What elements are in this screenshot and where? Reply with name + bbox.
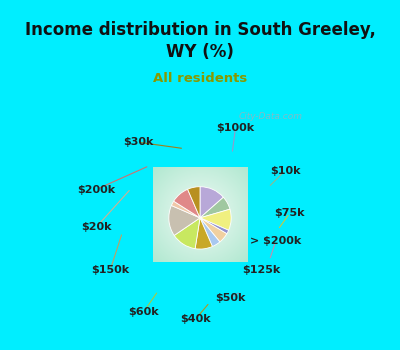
Text: $200k: $200k <box>77 184 115 195</box>
Wedge shape <box>200 218 227 242</box>
Text: City-Data.com: City-Data.com <box>239 112 303 121</box>
Text: $10k: $10k <box>270 166 300 176</box>
Text: $100k: $100k <box>216 123 254 133</box>
Wedge shape <box>200 187 223 218</box>
Text: > $200k: > $200k <box>250 237 301 246</box>
Wedge shape <box>174 189 200 218</box>
Text: All residents: All residents <box>153 72 247 85</box>
Text: Income distribution in South Greeley,
WY (%): Income distribution in South Greeley, WY… <box>24 21 376 61</box>
Wedge shape <box>200 209 231 230</box>
Wedge shape <box>188 187 200 218</box>
Text: $30k: $30k <box>123 137 154 147</box>
Text: $75k: $75k <box>274 208 305 218</box>
Wedge shape <box>171 201 200 218</box>
Wedge shape <box>200 218 220 246</box>
Wedge shape <box>195 218 212 249</box>
Wedge shape <box>174 218 200 249</box>
Wedge shape <box>200 197 230 218</box>
Wedge shape <box>169 205 200 236</box>
Text: $125k: $125k <box>242 265 280 275</box>
Text: $150k: $150k <box>91 265 129 275</box>
Text: $20k: $20k <box>81 222 111 232</box>
Text: $40k: $40k <box>180 314 210 324</box>
Wedge shape <box>200 218 229 234</box>
Text: $60k: $60k <box>128 307 159 317</box>
Text: $50k: $50k <box>216 293 246 303</box>
